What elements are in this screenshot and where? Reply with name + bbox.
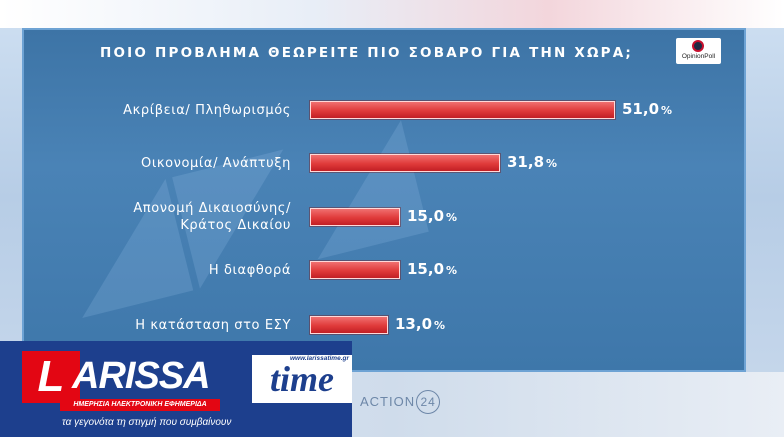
value-number: 15,0 (407, 207, 445, 225)
category-label: Οικονομία/ Ανάπτυξη (140, 155, 291, 171)
value-number: 31,8 (507, 153, 545, 171)
chart-title: ΠΟΙΟ ΠΡΟΒΛΗΜΑ ΘΕΩΡΕΙΤΕ ΠΙΟ ΣΟΒΑΡΟ ΓΙΑ ΤΗ… (100, 45, 634, 61)
bar (310, 154, 500, 172)
category-label: Η διαφθορά (208, 262, 291, 278)
brand-initial: L (22, 351, 80, 403)
chart-panel: ◢◤◢ (22, 28, 746, 372)
category-label: Ακρίβεια/ Πληθωρισμός (123, 102, 291, 118)
value-unit: % (434, 319, 446, 332)
opinion-poll-logo: OpinionPoll (676, 38, 721, 64)
value-label: 13,0% (395, 315, 445, 333)
category-label: Η κατάσταση στο ΕΣΥ (135, 317, 291, 333)
value-label: 15,0% (407, 207, 457, 225)
background-top-stripe (0, 0, 784, 28)
value-label: 31,8% (507, 153, 557, 171)
value-label: 51,0% (622, 100, 672, 118)
brand-tagline: τα γεγονότα τη στιγμή που συμβαίνουν (62, 417, 232, 428)
bar (310, 101, 615, 119)
value-label: 15,0% (407, 260, 457, 278)
brand-name: ARISSA (72, 355, 211, 397)
larissa-logo: L ARISSA time www.larissatime.gr (22, 351, 352, 403)
value-unit: % (446, 264, 458, 277)
brand-time: time (252, 355, 352, 403)
category-label: Απονομή Δικαιοσύνης/ Κράτος Δικαίου (133, 201, 291, 233)
larissa-time-banner: L ARISSA time www.larissatime.gr ΗΜΕΡΗΣΙ… (0, 341, 352, 437)
value-unit: % (546, 157, 558, 170)
bar (310, 316, 388, 334)
bar (310, 208, 400, 226)
bar (310, 261, 400, 279)
poll-logo-icon (692, 40, 704, 52)
value-number: 51,0 (622, 100, 660, 118)
channel-number: 24 (416, 390, 441, 414)
brand-subtitle: ΗΜΕΡΗΣΙΑ ΗΛΕΚΤΡΟΝΙΚΗ ΕΦΗΜΕΡΙΔΑ (60, 399, 220, 411)
value-number: 13,0 (395, 315, 433, 333)
brand-url: www.larissatime.gr (290, 355, 350, 362)
value-number: 15,0 (407, 260, 445, 278)
poll-logo-text: OpinionPoll (681, 53, 716, 60)
value-unit: % (661, 104, 673, 117)
channel-logo: ACTION 24 (360, 390, 441, 414)
value-unit: % (446, 211, 458, 224)
channel-name: ACTION (360, 394, 416, 409)
